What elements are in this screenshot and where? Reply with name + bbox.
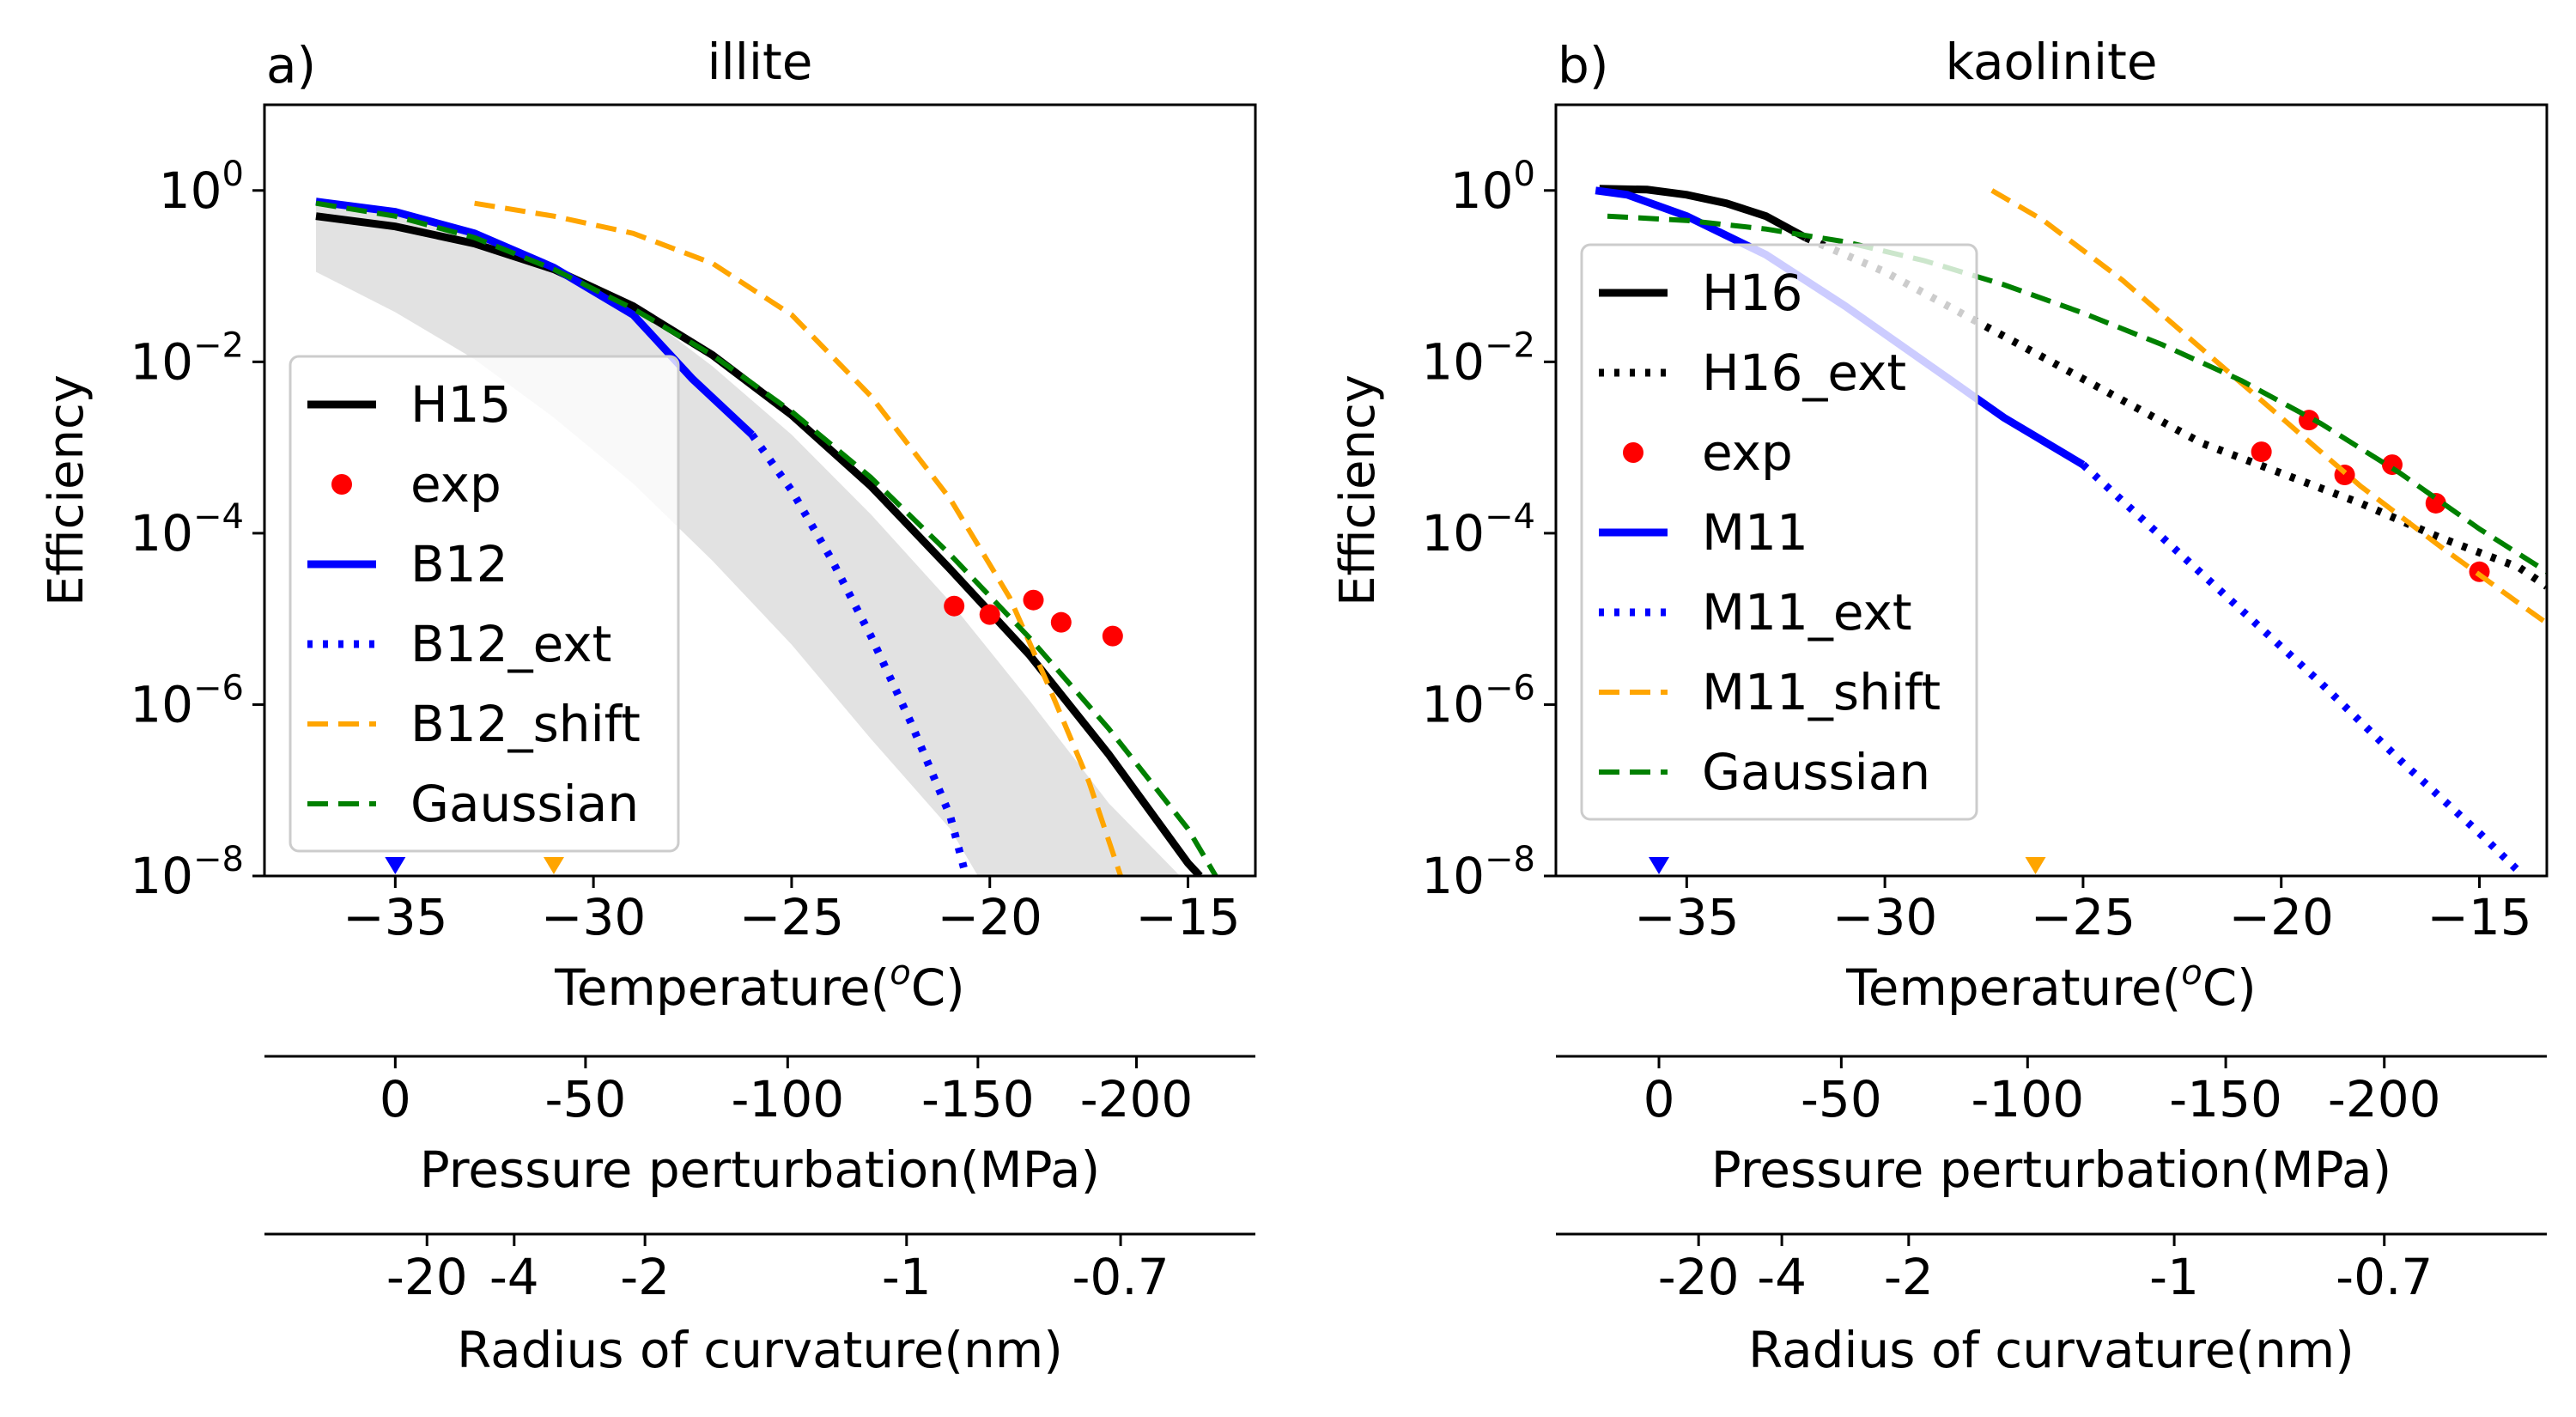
radius-tick-label: -0.7 [1072, 1248, 1169, 1306]
pressure-tick-label: 0 [380, 1070, 411, 1128]
x-tick-label: −35 [343, 888, 447, 946]
exp-data-point [1050, 611, 1072, 633]
x-tick-label: −30 [541, 888, 646, 946]
legend-label: B12_shift [410, 695, 641, 753]
pressure-tick-label: -200 [1080, 1070, 1194, 1128]
exp-data-point [1023, 589, 1044, 611]
x-tick-label: −35 [1634, 888, 1739, 946]
legend-label: M11_shift [1702, 663, 1941, 721]
series-line-b12-shift [474, 200, 1123, 876]
pressure-tick-label: -50 [1801, 1070, 1882, 1128]
pressure-tick-label: -150 [921, 1070, 1035, 1128]
y-axis-label: Efficiency [1330, 374, 1386, 606]
y-tick-label: 10−6 [1421, 668, 1535, 733]
pressure-tick-label: -150 [2169, 1070, 2282, 1128]
legend-marker-exp [331, 474, 352, 495]
legend-marker-exp [1623, 442, 1643, 463]
legend: H15 exp B12 B12_ext B12_shift Gaussian [289, 355, 680, 853]
y-tick-label: 10−2 [130, 325, 244, 391]
panel-label: b) [1558, 36, 1608, 94]
y-tick-label: 10−4 [130, 497, 244, 563]
series-line-h16 [1599, 185, 1807, 241]
series-line-b12 [315, 198, 755, 438]
legend-label: M11 [1702, 503, 1808, 562]
y-tick-label: 100 [159, 155, 244, 220]
legend-label: H16_ext [1702, 344, 1906, 402]
pressure-tick-label: 0 [1643, 1070, 1675, 1128]
radius-tick-label: -1 [2149, 1248, 2199, 1306]
radius-tick-label: -2 [620, 1248, 670, 1306]
legend-box [289, 355, 680, 853]
exp-data-point [2251, 441, 2272, 463]
y-tick-label: 10−2 [1421, 325, 1535, 391]
y-tick-label: 10−8 [130, 840, 244, 905]
pressure-tick-label: -50 [545, 1070, 627, 1128]
x-tick-label: −25 [739, 888, 844, 946]
exp-data-point [1102, 625, 1123, 647]
radius-tick-label: -4 [1757, 1248, 1807, 1306]
radius-tick-label: -2 [1884, 1248, 1934, 1306]
x-tick-label: −25 [2031, 888, 2136, 946]
series-line-m11-ext [2080, 461, 2522, 875]
chart-title: kaolinite [1945, 33, 2157, 91]
threshold-marker [1649, 857, 1670, 874]
series-line-b12-ext [749, 432, 970, 876]
legend-label: B12 [410, 535, 508, 593]
exp-data-point [2425, 492, 2446, 514]
x-tick-label: −20 [938, 888, 1042, 946]
y-tick-label: 10−4 [1421, 497, 1535, 563]
threshold-marker [385, 857, 406, 874]
legend-label: Gaussian [410, 775, 639, 833]
legend-label: H16 [1702, 264, 1802, 322]
x-tick-label: −15 [2427, 888, 2531, 946]
radius-tick-label: -4 [489, 1248, 539, 1306]
y-tick-label: 10−8 [1421, 840, 1535, 905]
exp-data-point [944, 595, 965, 617]
x-axis-label: Temperature(oC) [1845, 953, 2257, 1017]
legend-box [1580, 243, 1978, 821]
panel-label: a) [266, 36, 316, 94]
chart-title: illite [708, 33, 813, 91]
panel-kaolinite: −35 −30 −25 −20 −15 100 10−2 10−4 10−6 10−8 b) kaol… [1330, 33, 2549, 1379]
panel-illite: −35 −30 −25 −20 −15 100 10−2 10−4 10−6 10−8 a) illi… [39, 33, 1257, 1379]
pressure-tick-label: -100 [1971, 1070, 2084, 1128]
y-tick-label: 10−6 [130, 668, 244, 733]
radius-axis-label: Radius of curvature(nm) [457, 1321, 1063, 1379]
threshold-marker [2025, 857, 2046, 874]
radius-tick-label: -20 [1658, 1248, 1740, 1306]
legend-label: exp [1702, 423, 1793, 482]
series-line-h16-ext [1804, 234, 2547, 590]
radius-axis-label: Radius of curvature(nm) [1748, 1321, 2354, 1379]
pressure-tick-label: -100 [731, 1070, 844, 1128]
pressure-axis-label: Pressure perturbation(MPa) [1711, 1140, 2391, 1199]
pressure-tick-label: -200 [2328, 1070, 2441, 1128]
radius-tick-label: -20 [386, 1248, 468, 1306]
pressure-axis-label: Pressure perturbation(MPa) [420, 1140, 1100, 1199]
series-line-gaussian [1607, 213, 2547, 575]
legend-label: Gaussian [1702, 743, 1930, 801]
plot-frame [1554, 103, 2549, 878]
threshold-marker [543, 857, 564, 874]
y-axis-label: Efficiency [39, 374, 94, 606]
series-line-gaussian [315, 200, 1218, 876]
x-tick-label: −30 [1832, 888, 1937, 946]
radius-tick-label: -1 [882, 1248, 932, 1306]
series-line-h15 [315, 212, 1203, 876]
legend-label: M11_ext [1702, 583, 1912, 642]
legend-label: exp [410, 455, 501, 514]
x-tick-label: −15 [1135, 888, 1240, 946]
radius-tick-label: -0.7 [2336, 1248, 2433, 1306]
legend-label: B12_ext [410, 615, 611, 673]
plot-frame [263, 103, 1257, 878]
y-tick-label: 100 [1450, 155, 1535, 220]
exp-data-point [979, 604, 1000, 625]
legend-label: H15 [410, 375, 511, 434]
series-line-m11-shift [1990, 188, 2547, 626]
x-tick-label: −20 [2229, 888, 2334, 946]
x-axis-label: Temperature(oC) [554, 953, 965, 1017]
